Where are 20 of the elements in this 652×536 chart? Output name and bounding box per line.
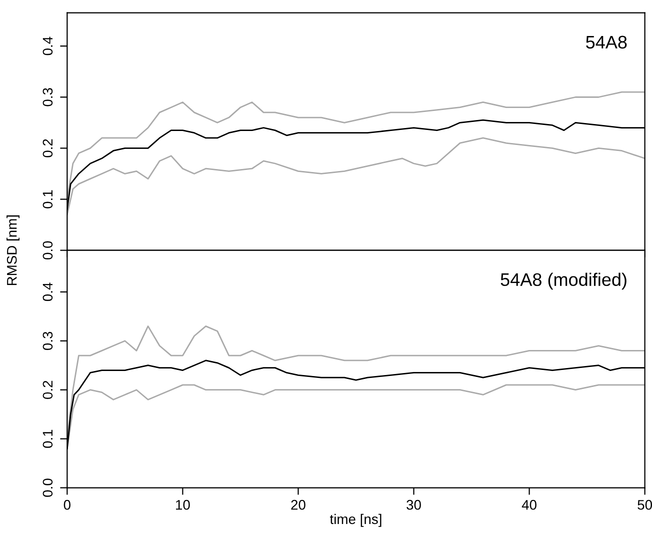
x-tick-label: 40 bbox=[522, 500, 536, 510]
y-axis-title: RMSD [nm] bbox=[6, 215, 20, 286]
annotation: 54A8 (modified) bbox=[500, 272, 626, 290]
x-axis-title: time [ns] bbox=[330, 514, 382, 527]
x-tick-label: 30 bbox=[406, 500, 421, 510]
y-tick-label: 0.0 bbox=[42, 241, 53, 260]
y-tick-label: 0.4 bbox=[42, 36, 53, 56]
y-tick-label: 0.2 bbox=[42, 139, 53, 158]
y-tick-label: 0.1 bbox=[42, 430, 53, 448]
x-tick-label: 20 bbox=[291, 500, 306, 510]
x-tick-label: 0 bbox=[64, 500, 70, 510]
y-tick-label: 0.0 bbox=[42, 478, 53, 497]
x-tick-label: 10 bbox=[176, 500, 190, 510]
y-tick-label: 0.2 bbox=[42, 380, 53, 399]
x-tick-label: 50 bbox=[638, 500, 652, 510]
y-tick-label: 0.3 bbox=[42, 88, 53, 106]
y-tick-label: 0.1 bbox=[42, 190, 53, 208]
annotation: 54A8 bbox=[586, 36, 627, 49]
y-tick-label: 0.4 bbox=[42, 282, 53, 302]
y-tick-label: 0.3 bbox=[42, 332, 53, 350]
